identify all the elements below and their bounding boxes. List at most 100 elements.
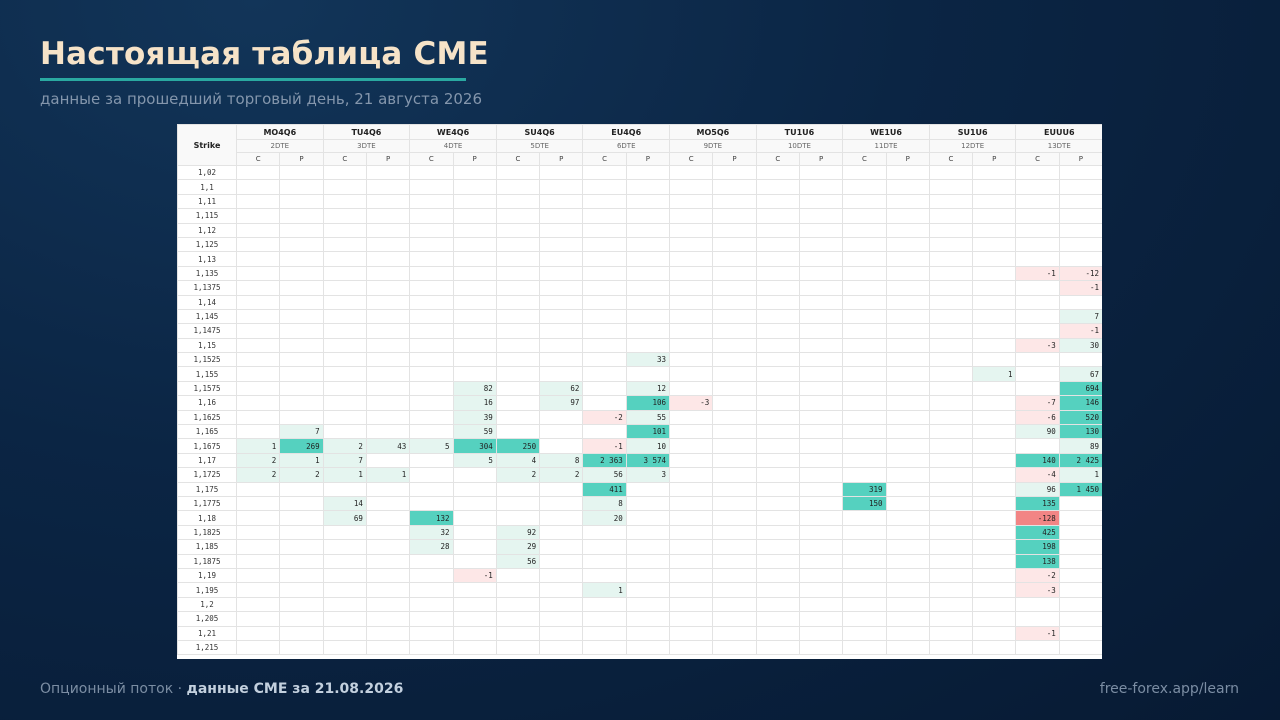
empty-cell [539,208,584,224]
empty-cell [625,524,671,541]
strike-cell: 1,02 [177,164,237,181]
flow-value-cell: 411 [582,481,627,497]
empty-cell [972,452,1017,469]
empty-cell [582,567,627,584]
empty-cell [365,524,411,541]
empty-cell [928,409,974,426]
flow-value-cell: 2 [495,467,541,483]
expiry-code-header: TU1U6 [755,124,844,140]
empty-cell [885,481,930,497]
empty-cell [539,524,584,541]
empty-cell [798,639,844,656]
flow-value-cell: 16 [452,395,497,411]
empty-cell [928,294,974,310]
table-row: 1,185 28 29 198 [177,539,1102,555]
empty-cell [495,323,541,339]
empty-cell [235,308,281,325]
empty-cell [539,625,584,641]
empty-cell [798,495,844,512]
empty-cell [1058,352,1102,368]
empty-cell [972,639,1017,656]
empty-cell [409,467,454,483]
empty-cell [279,265,324,282]
empty-cell [842,323,887,339]
empty-cell [365,251,411,267]
empty-cell [798,164,844,181]
empty-cell [452,582,497,598]
flow-value-cell: -128 [1015,510,1060,526]
empty-cell [322,611,367,627]
empty-cell [712,438,757,454]
empty-cell [972,481,1017,497]
flow-value-cell: 28 [409,539,454,555]
empty-cell [279,625,324,641]
empty-cell [798,524,844,541]
table-row: 1,11 [177,193,1102,210]
empty-cell [365,179,411,195]
empty-cell [885,625,930,641]
empty-cell [279,222,324,238]
empty-cell [235,352,281,368]
empty-cell [495,294,541,310]
table-row: 1,135 -1 -12 [177,265,1102,282]
empty-cell [235,179,281,195]
empty-cell [1015,323,1060,339]
put-column-header: P [279,152,324,166]
empty-cell [452,308,497,325]
empty-cell [582,553,627,569]
empty-cell [365,424,411,440]
empty-cell [235,539,281,555]
empty-cell [235,395,281,411]
footer-site-link[interactable]: free-forex.app/learn [1099,681,1239,697]
flow-value-cell: -3 [1015,337,1060,354]
empty-cell [1058,524,1102,541]
flow-value-cell: 56 [582,467,627,483]
empty-cell [885,395,930,411]
table-row: 1,02 [177,164,1102,181]
empty-cell [928,366,974,382]
table-row: 1,1725 2 2 1 1 2 2 56 3 -4 1 [177,467,1102,483]
table-row: 1,205 [177,611,1102,627]
empty-cell [625,280,671,296]
strike-cell: 1,1 [177,179,237,195]
flow-value-cell: 82 [452,380,497,397]
empty-cell [928,438,974,454]
empty-cell [972,625,1017,641]
empty-cell [279,323,324,339]
empty-cell [322,539,367,555]
empty-cell [495,409,541,426]
empty-cell [625,510,671,526]
flow-value-cell: 2 425 [1058,452,1102,469]
empty-cell [625,222,671,238]
empty-cell [798,337,844,354]
empty-cell [322,352,367,368]
empty-cell [928,352,974,368]
expiry-code-header: TU4Q6 [322,124,411,140]
empty-cell [669,510,714,526]
empty-cell [1058,164,1102,181]
empty-cell [322,596,367,613]
strike-cell: 1,1375 [177,280,237,296]
strike-cell: 1,11 [177,193,237,210]
empty-cell [322,337,367,354]
empty-cell [842,380,887,397]
expiry-dte-header: 13DTE [1015,139,1102,153]
empty-cell [625,539,671,555]
empty-cell [409,625,454,641]
table-row: 1,2 [177,596,1102,613]
empty-cell [365,625,411,641]
empty-cell [235,481,281,497]
empty-cell [928,495,974,512]
empty-cell [582,164,627,181]
empty-cell [972,395,1017,411]
flow-value-cell: 694 [1058,380,1102,397]
empty-cell [669,265,714,282]
call-column-header: C [669,152,714,166]
empty-cell [1058,208,1102,224]
empty-cell [539,409,584,426]
empty-cell [495,481,541,497]
empty-cell [972,179,1017,195]
empty-cell [669,495,714,512]
empty-cell [539,251,584,267]
empty-cell [755,251,800,267]
